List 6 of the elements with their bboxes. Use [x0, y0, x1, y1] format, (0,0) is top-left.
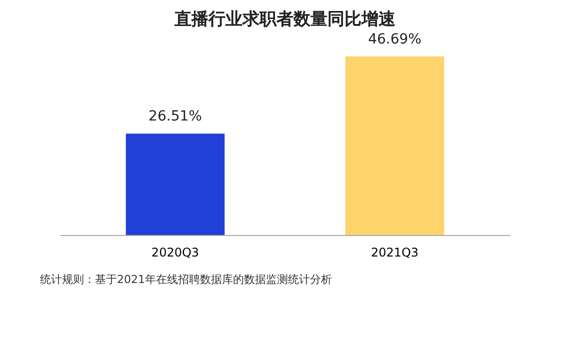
data-label: 26.51% [148, 108, 202, 125]
chart-title: 直播行业求职者数量同比增速 [174, 9, 396, 30]
x-tick-label: 2020Q3 [151, 246, 200, 260]
x-tick-label: 2021Q3 [370, 246, 419, 260]
data-label: 46.69% [368, 31, 422, 48]
text: 统计规则：基于2021年在线招聘数据库的数据监测统计分析 [40, 273, 332, 286]
